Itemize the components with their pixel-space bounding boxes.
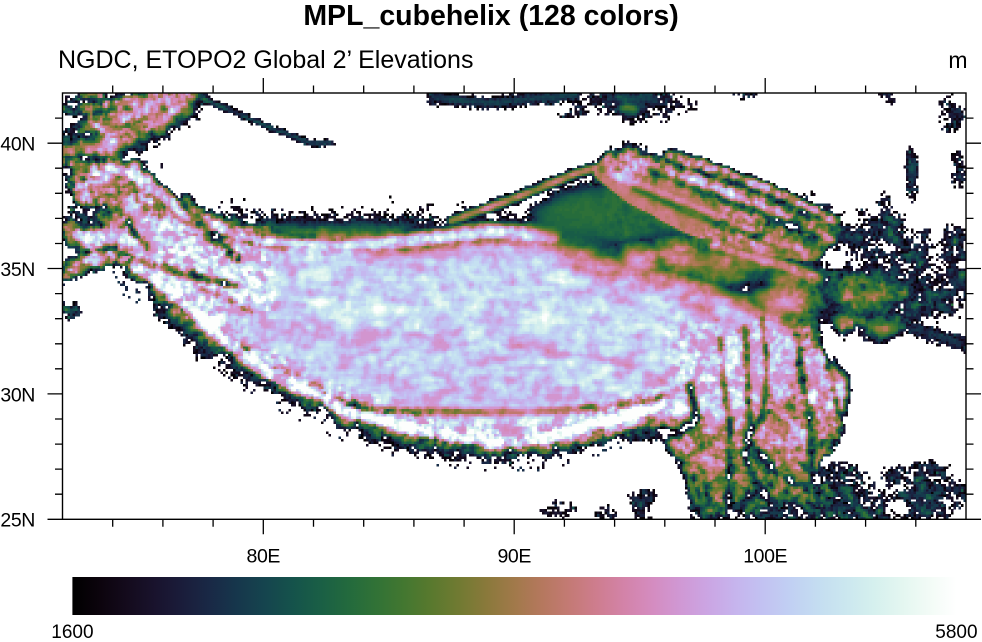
svg-text:90E: 90E [497,545,531,567]
svg-text:25N: 25N [0,510,35,532]
svg-text:1600: 1600 [51,622,93,642]
svg-text:NGDC, ETOPO2 Global 2’ Elevati: NGDC, ETOPO2 Global 2’ Elevations [58,46,473,74]
svg-text:40N: 40N [0,134,35,156]
svg-text:MPL_cubehelix (128 colors): MPL_cubehelix (128 colors) [303,0,678,32]
svg-text:35N: 35N [0,259,35,281]
svg-text:80E: 80E [247,545,281,567]
svg-text:30N: 30N [0,384,35,406]
svg-text:100E: 100E [743,545,787,567]
svg-text:m: m [948,47,967,73]
svg-text:5800: 5800 [935,622,977,642]
